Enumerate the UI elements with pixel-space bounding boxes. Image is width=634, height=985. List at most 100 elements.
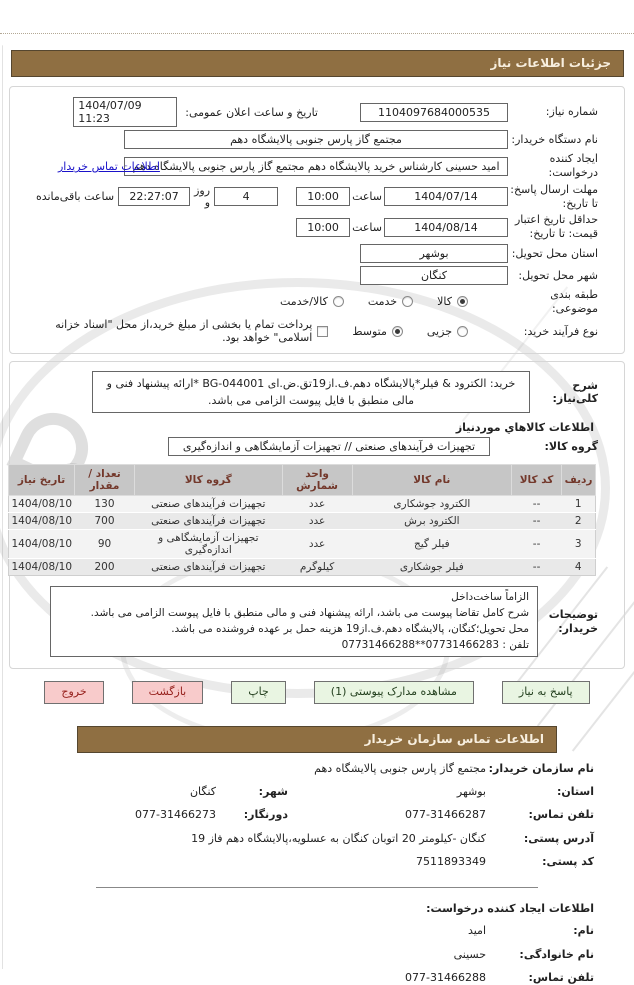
cell-name: فیلر جوشکاری	[352, 558, 512, 576]
cell-row: 2	[561, 512, 596, 530]
creator-name-label: نام:	[573, 924, 594, 938]
org-fax-value: 077-31466273	[135, 808, 216, 822]
delivery-province-label: استان محل تحویل:	[511, 246, 598, 260]
goods-info-title: اطلاعات کالاهاي موردنیاز	[455, 421, 594, 435]
print-button[interactable]: چاپ	[231, 681, 286, 704]
delivery-city-field[interactable]: کنگان	[360, 265, 508, 285]
option-goods: کالا	[437, 295, 468, 308]
cell-group: تجهیزات فرآیندهای صنعتی	[134, 558, 283, 576]
remaining-days-field: 4	[214, 187, 279, 207]
org-name-row: نام سازمان خریدار: مجتمع گاز پارس جنوبی …	[0, 762, 594, 776]
treasury-payment-checkbox[interactable]	[317, 325, 329, 337]
price-validity-label: حداقل تاریخ اعتبار قیمت: تا تاریخ:	[514, 213, 598, 241]
cell-name: الکترود برش	[352, 512, 512, 530]
radio-minor-label: جزیی	[426, 324, 452, 338]
col-row: ردیف	[561, 464, 596, 497]
cell-name: الکترود جوشکاری	[352, 495, 512, 513]
cell-qty: 700	[74, 512, 135, 530]
note-line: محل تحویل؛کنگان، پالایشگاه دهم.ف.از19 هز…	[171, 622, 529, 635]
cell-code: --	[511, 495, 562, 513]
reply-to-need-button[interactable]: پاسخ به نیاز	[501, 681, 590, 704]
creator-family-label: نام خانوادگی:	[519, 947, 594, 961]
back-button[interactable]: بازگشت	[131, 681, 204, 704]
org-phone-label: تلفن تماس:	[528, 808, 594, 822]
response-deadline-hour-field[interactable]: 10:00	[296, 187, 351, 207]
org-province-city-row: استان: بوشهر شهر: کنگان	[0, 785, 594, 799]
delivery-province-field[interactable]: بوشهر	[360, 243, 508, 263]
buyer-notes-field[interactable]: الزاماً ساخت‌داخل شرح کامل تقاضا پیوست م…	[50, 586, 538, 658]
view-attachments-button[interactable]: مشاهده مدارک پیوستی (1)	[313, 681, 474, 704]
creator-phone-row: تلفن تماس: 077-31466288	[0, 971, 594, 985]
note-line: شرح کامل تقاضا پیوست می باشد، ارائه پیشن…	[90, 607, 529, 620]
request-creator-field[interactable]: امید حسینی کارشناس خرید پالایشگاه دهم مج…	[124, 156, 508, 176]
option-minor: جزیی	[427, 325, 468, 338]
exit-button[interactable]: خروج	[44, 681, 104, 704]
cell-date: 1404/08/10	[8, 512, 75, 530]
section-header-title: اطلاعات تماس سازمان خریدار	[364, 731, 544, 746]
note-line: الزاماً ساخت‌داخل	[451, 591, 529, 604]
creator-name-row: نام: امید	[0, 924, 594, 938]
radio-service[interactable]	[402, 296, 414, 308]
org-address-row: آدرس پستی: کنگان -کیلومتر 20 اتوبان کنگا…	[0, 832, 594, 846]
cell-row: 1	[561, 495, 596, 513]
cell-unit: عدد	[282, 529, 353, 559]
radio-minor[interactable]	[457, 325, 468, 337]
col-code: کد کالا	[511, 464, 563, 497]
org-phone-fax-row: تلفن تماس: 077-31466287 دورنگار: 077-314…	[0, 808, 594, 822]
price-validity-date-field[interactable]: 1404/08/14	[384, 217, 508, 237]
section-header-org-contact: اطلاعات تماس سازمان خریدار	[77, 725, 557, 753]
option-goods-service: کالا/خدمت	[280, 295, 344, 308]
cell-group: تجهیزات آزمایشگاهی و اندازه‌گیری	[134, 529, 283, 559]
purchase-process-label: نوع فرآیند خرید:	[523, 324, 598, 338]
cell-qty: 200	[74, 558, 135, 576]
subject-classification-label: طبقه بندی موضوعی:	[550, 287, 598, 315]
cell-unit: کیلوگرم	[282, 558, 353, 576]
announce-datetime-label: تاریخ و ساعت اعلان عمومی:	[185, 105, 318, 119]
cell-qty: 130	[74, 495, 135, 513]
goods-group-label: گروه کالا:	[544, 440, 598, 454]
goods-group-row: گروه کالا: تجهیزات فرآیندهای صنعتی // تج…	[18, 437, 598, 457]
note-line-phone: تلفن : 07731466283**07731466288	[341, 638, 529, 651]
radio-goods[interactable]	[457, 296, 468, 308]
org-address-value: کنگان -کیلومتر 20 اتوبان کنگان به عسلویه…	[191, 831, 486, 845]
radio-medium[interactable]	[391, 325, 403, 337]
org-province-value: بوشهر	[456, 785, 486, 799]
need-number-field[interactable]: 1104097684000535	[360, 102, 508, 122]
option-medium: متوسط	[352, 325, 403, 338]
org-province-label: استان:	[557, 785, 594, 799]
org-name-label: نام سازمان خریدار:	[488, 761, 594, 775]
buyer-notes-label: توضیحات خریدار:	[548, 607, 598, 635]
delivery-city-row: شهر محل تحویل: کنگان	[18, 265, 598, 285]
need-description-field[interactable]: خرید: الکترود & فیلر*پالایشگاه دهم.ف.از1…	[92, 371, 530, 414]
radio-goods-label: کالا	[437, 295, 452, 309]
buyer-org-field[interactable]: مجتمع گاز پارس جنوبی پالایشگاه دهم	[124, 130, 508, 150]
response-deadline-label: مهلت ارسال پاسخ: تا تاریخ:	[510, 182, 598, 210]
creator-phone-value: 077-31466288	[405, 970, 486, 984]
goods-group-field[interactable]: تجهیزات فرآیندهای صنعتی // تجهیزات آزمای…	[168, 437, 490, 457]
treasury-payment-option: پرداخت تمام یا بخشی از مبلغ خرید،از محل …	[42, 318, 329, 344]
buyer-notes-row: توضیحات خریدار: الزاماً ساخت‌داخل شرح کا…	[18, 586, 598, 658]
need-description-row: شرح کلی‌نیاز: خرید: الکترود & فیلر*پالای…	[18, 371, 598, 414]
col-unit: واحد شمارش	[281, 464, 353, 497]
price-validity-row: حداقل تاریخ اعتبار قیمت: تا تاریخ: 1404/…	[18, 213, 598, 241]
request-creator-row: ایجاد کننده درخواست: امید حسینی کارشناس …	[18, 152, 598, 180]
radio-goods-service[interactable]	[332, 296, 344, 308]
col-date: تاریخ نیاز	[7, 464, 76, 497]
org-phone-value: 077-31466287	[405, 808, 486, 822]
table-row: 3 -- فیلر گیج عدد تجهیزات آزمایشگاهی و ا…	[8, 529, 596, 559]
goods-table-header-row: ردیف کد کالا نام کالا واحد شمارش گروه کا…	[7, 464, 596, 497]
need-number-row: شماره نیاز: 1104097684000535 تاریخ و ساع…	[18, 97, 598, 128]
creator-family-row: نام خانوادگی: حسینی	[0, 948, 594, 962]
cell-row: 4	[561, 558, 596, 576]
announce-datetime-field[interactable]: 1404/07/09 11:23	[73, 97, 178, 128]
table-row: 1 -- الکترود جوشکاری عدد تجهیزات فرآینده…	[8, 495, 596, 513]
org-name-value: مجتمع گاز پارس جنوبی پالایشگاه دهم	[314, 761, 486, 775]
buyer-contact-link[interactable]: اطلاعات تماس خریدار	[58, 160, 160, 174]
cell-name: فیلر گیج	[352, 529, 512, 559]
delivery-province-row: استان محل تحویل: بوشهر	[18, 243, 598, 263]
subject-classification-row: طبقه بندی موضوعی: کالا خدمت کالا/خدمت	[18, 288, 598, 316]
price-validity-hour-field[interactable]: 10:00	[296, 217, 351, 237]
org-contact-section: نام سازمان خریدار: مجتمع گاز پارس جنوبی …	[0, 762, 634, 985]
cell-date: 1404/08/10	[8, 558, 75, 576]
response-deadline-date-field[interactable]: 1404/07/14	[384, 187, 508, 207]
